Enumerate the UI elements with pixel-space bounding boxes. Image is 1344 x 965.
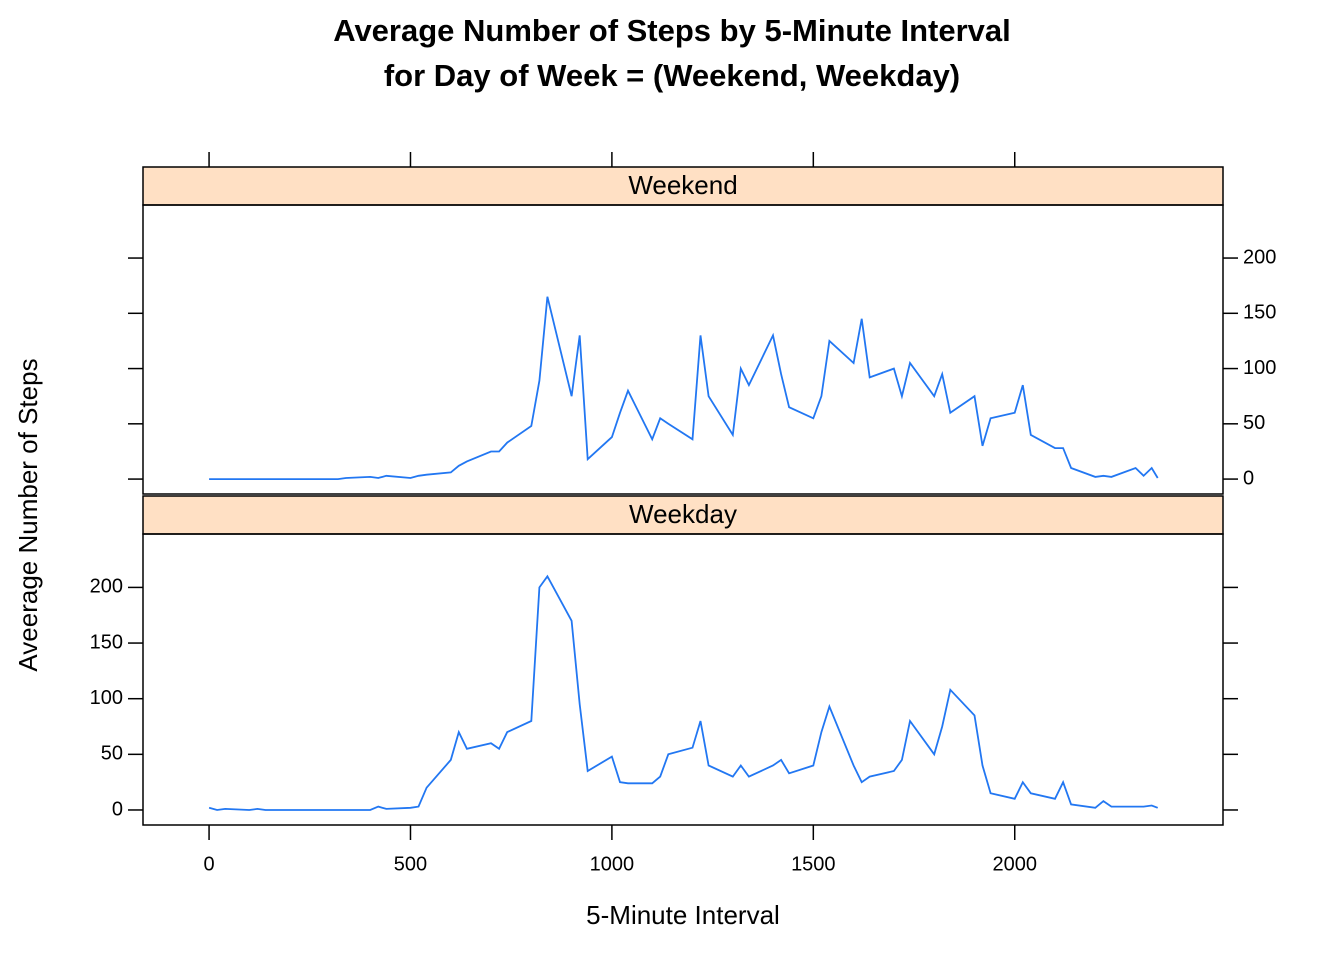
strip: [142, 166, 1224, 206]
y-tick-label: 50: [101, 743, 123, 765]
chart-title: for Day of Week = (Weekend, Weekday): [384, 58, 960, 93]
chart-title: Average Number of Steps by 5-Minute Inte…: [333, 13, 1011, 48]
strip-label: Weekday: [629, 499, 737, 529]
panel-frame: [142, 204, 1224, 495]
strip: [142, 495, 1224, 535]
y-tick-label: 200: [90, 576, 123, 598]
y-tick-label: 150: [1243, 302, 1276, 324]
series-line: [209, 296, 1159, 480]
y-tick-label: 0: [1243, 467, 1254, 489]
x-axis-label: 5-Minute Interval: [586, 900, 780, 930]
y-tick-label: 150: [90, 631, 123, 653]
panel-frame: [142, 533, 1224, 826]
y-tick-label: 100: [1243, 357, 1276, 379]
strip-label: Weekend: [628, 170, 737, 200]
y-tick-label: 200: [1243, 246, 1276, 268]
x-tick-label: 500: [394, 853, 427, 875]
y-tick-label: 100: [90, 687, 123, 709]
x-tick-label: 2000: [992, 853, 1037, 875]
y-tick-label: 0: [112, 798, 123, 820]
x-tick-label: 1500: [791, 853, 836, 875]
y-tick-label: 50: [1243, 412, 1265, 434]
x-tick-label: 0: [204, 853, 215, 875]
series-line: [208, 574, 1159, 811]
x-tick-label: 1000: [590, 853, 635, 875]
y-axis-label: Aveerage Number of Steps: [13, 358, 43, 671]
